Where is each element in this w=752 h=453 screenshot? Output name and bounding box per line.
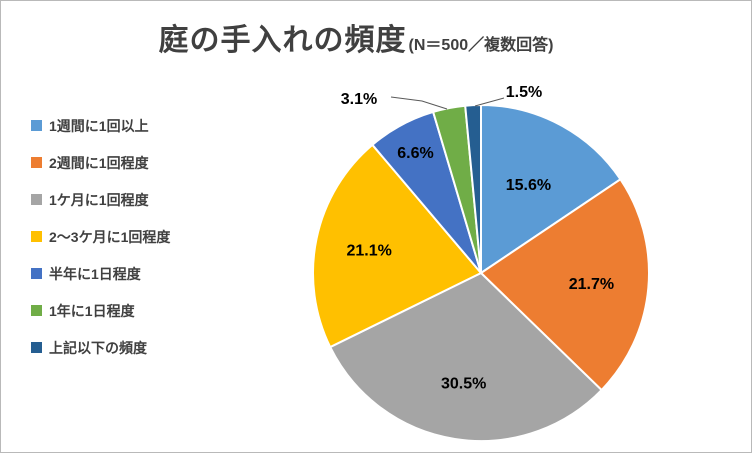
slice-label-1: 21.7%	[569, 276, 614, 293]
pie-slice-0	[480, 103, 622, 275]
legend-label: 半年に1日程度	[49, 265, 141, 282]
legend-item-4: 半年に1日程度	[31, 265, 170, 282]
pie-slice-1	[479, 177, 650, 392]
legend-item-1: 2週間に1回程度	[31, 154, 170, 171]
legend: 1週間に1回以上 2週間に1回程度 1ケ月に1回程度 2～3ケ月に1回程度 半年に1日程…	[31, 117, 170, 376]
legend-label: 2～3ケ月に1回程度	[49, 228, 171, 245]
pie-slice-3	[312, 143, 483, 349]
slice-label-6: 1.5%	[506, 84, 542, 101]
legend-item-0: 1週間に1回以上	[31, 117, 170, 134]
legend-item-3: 2～3ケ月に1回程度	[31, 228, 170, 245]
legend-swatch-icon	[31, 120, 42, 131]
leader-line-5	[390, 96, 448, 110]
chart-title: 庭の手入れの頻度 (N＝500／複数回答)	[1, 15, 711, 59]
pie-slice-2	[328, 271, 603, 442]
legend-label: 1ケ月に1回程度	[49, 191, 149, 208]
legend-swatch-icon	[31, 268, 42, 279]
slice-label-5: 3.1%	[341, 91, 377, 108]
legend-swatch-icon	[31, 157, 42, 168]
chart-title-main: 庭の手入れの頻度	[158, 24, 407, 57]
legend-swatch-icon	[31, 231, 42, 242]
legend-item-2: 1ケ月に1回程度	[31, 191, 170, 208]
slice-label-0: 15.6%	[506, 177, 551, 194]
leader-line-6	[474, 97, 505, 107]
pie-slice-6	[464, 103, 482, 274]
legend-label: 2週間に1回程度	[49, 154, 149, 171]
legend-swatch-icon	[31, 305, 42, 316]
slice-label-2: 30.5%	[441, 376, 486, 393]
legend-label: 上記以下の頻度	[49, 339, 147, 356]
legend-label: 1年に1日程度	[49, 302, 135, 319]
legend-swatch-icon	[31, 194, 42, 205]
slice-label-3: 21.1%	[347, 243, 392, 260]
legend-item-6: 上記以下の頻度	[31, 339, 170, 356]
legend-label: 1週間に1回以上	[49, 117, 149, 134]
legend-swatch-icon	[31, 342, 42, 353]
legend-item-5: 1年に1日程度	[31, 302, 170, 319]
slice-label-4: 6.6%	[397, 145, 433, 162]
pie-chart: 15.6% 21.7% 30.5% 21.1% 6.6% 3.1% 1.5%	[312, 84, 650, 442]
chart-title-sub: (N＝500／複数回答)	[408, 37, 554, 54]
